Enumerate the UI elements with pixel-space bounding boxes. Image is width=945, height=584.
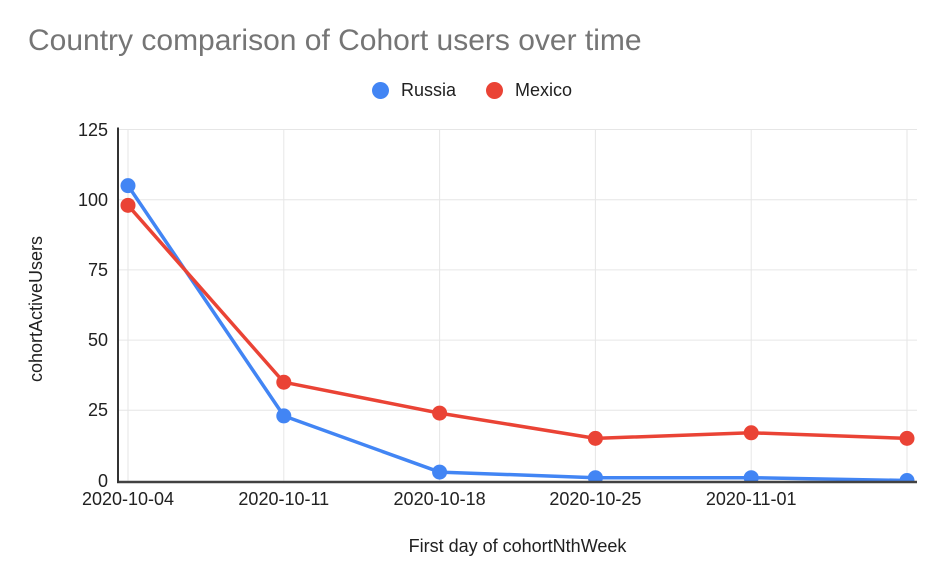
y-tick-label: 50 [87, 330, 108, 351]
x-tick-label: 2020-10-18 [393, 489, 486, 509]
x-axis-title: First day of cohortNthWeek [408, 536, 627, 556]
y-tick-label: 75 [87, 259, 108, 280]
data-point-russia[interactable] [432, 464, 448, 480]
data-point-russia[interactable] [743, 470, 759, 485]
y-tick-label: 0 [97, 470, 108, 491]
x-tick-label: 2020-11-01 [705, 489, 797, 509]
data-point-mexico[interactable] [743, 425, 759, 441]
x-tick-label: 2020-10-04 [81, 489, 175, 509]
legend-label-mexico: Mexico [515, 80, 573, 100]
legend-item-russia[interactable]: Russia [372, 80, 456, 100]
x-tick-label: 2020-10-11 [238, 489, 330, 509]
y-tick-label: 25 [87, 400, 108, 421]
data-point-mexico[interactable] [432, 405, 448, 421]
x-tick-label: 2020-10-25 [549, 489, 642, 509]
data-point-russia[interactable] [276, 408, 292, 424]
y-tick-label: 100 [77, 189, 108, 210]
data-point-mexico[interactable] [120, 197, 136, 213]
legend-dot-mexico-icon [486, 81, 504, 99]
chart-title: Country comparison of Cohort users over … [28, 24, 642, 57]
data-point-mexico[interactable] [276, 374, 292, 390]
y-tick-label: 125 [77, 119, 108, 140]
data-point-mexico[interactable] [587, 430, 603, 446]
data-point-russia[interactable] [120, 178, 136, 194]
legend-label-russia: Russia [401, 80, 457, 100]
data-point-russia[interactable] [587, 470, 603, 485]
legend: Russia Mexico [372, 80, 572, 100]
series-line-mexico [126, 204, 908, 441]
series-group [120, 178, 915, 488]
legend-item-mexico[interactable]: Mexico [486, 80, 572, 100]
series-line-russia [126, 184, 908, 482]
legend-dot-russia-icon [372, 81, 389, 99]
data-point-mexico[interactable] [899, 430, 915, 446]
data-point-russia[interactable] [899, 473, 915, 488]
